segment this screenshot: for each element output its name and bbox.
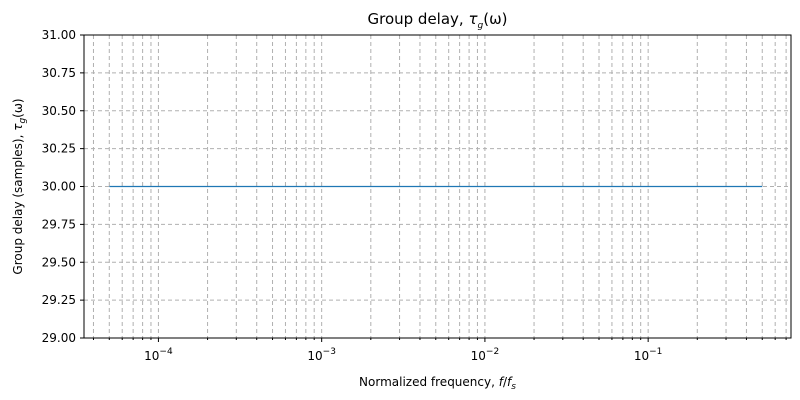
y-tick-label: 30.50 — [42, 104, 76, 118]
y-tick-label: 29.50 — [42, 255, 76, 269]
y-tick-label: 30.00 — [42, 180, 76, 194]
chart-title: Group delay, τg(ω) — [368, 10, 508, 31]
x-tick-label: 10−4 — [144, 347, 173, 363]
y-tick-label: 29.75 — [42, 217, 76, 231]
grid — [84, 34, 791, 339]
x-tick-label: 10−1 — [634, 347, 663, 363]
y-tick-label: 30.25 — [42, 142, 76, 156]
y-tick-label: 29.00 — [42, 331, 76, 345]
x-tick-label: 10−3 — [307, 347, 336, 363]
y-axis-label: Group delay (samples), τg(ω) — [11, 98, 28, 274]
x-axis-label: Normalized frequency, f/fs — [359, 375, 516, 392]
x-tick-label: 10−2 — [471, 347, 500, 363]
y-tick-label: 31.00 — [42, 28, 76, 42]
y-tick-label: 30.75 — [42, 66, 76, 80]
ticks: 29.00 29.25 29.50 29.75 30.00 30.25 30.50 30.75… — [42, 28, 787, 363]
y-tick-label: 29.25 — [42, 293, 76, 307]
